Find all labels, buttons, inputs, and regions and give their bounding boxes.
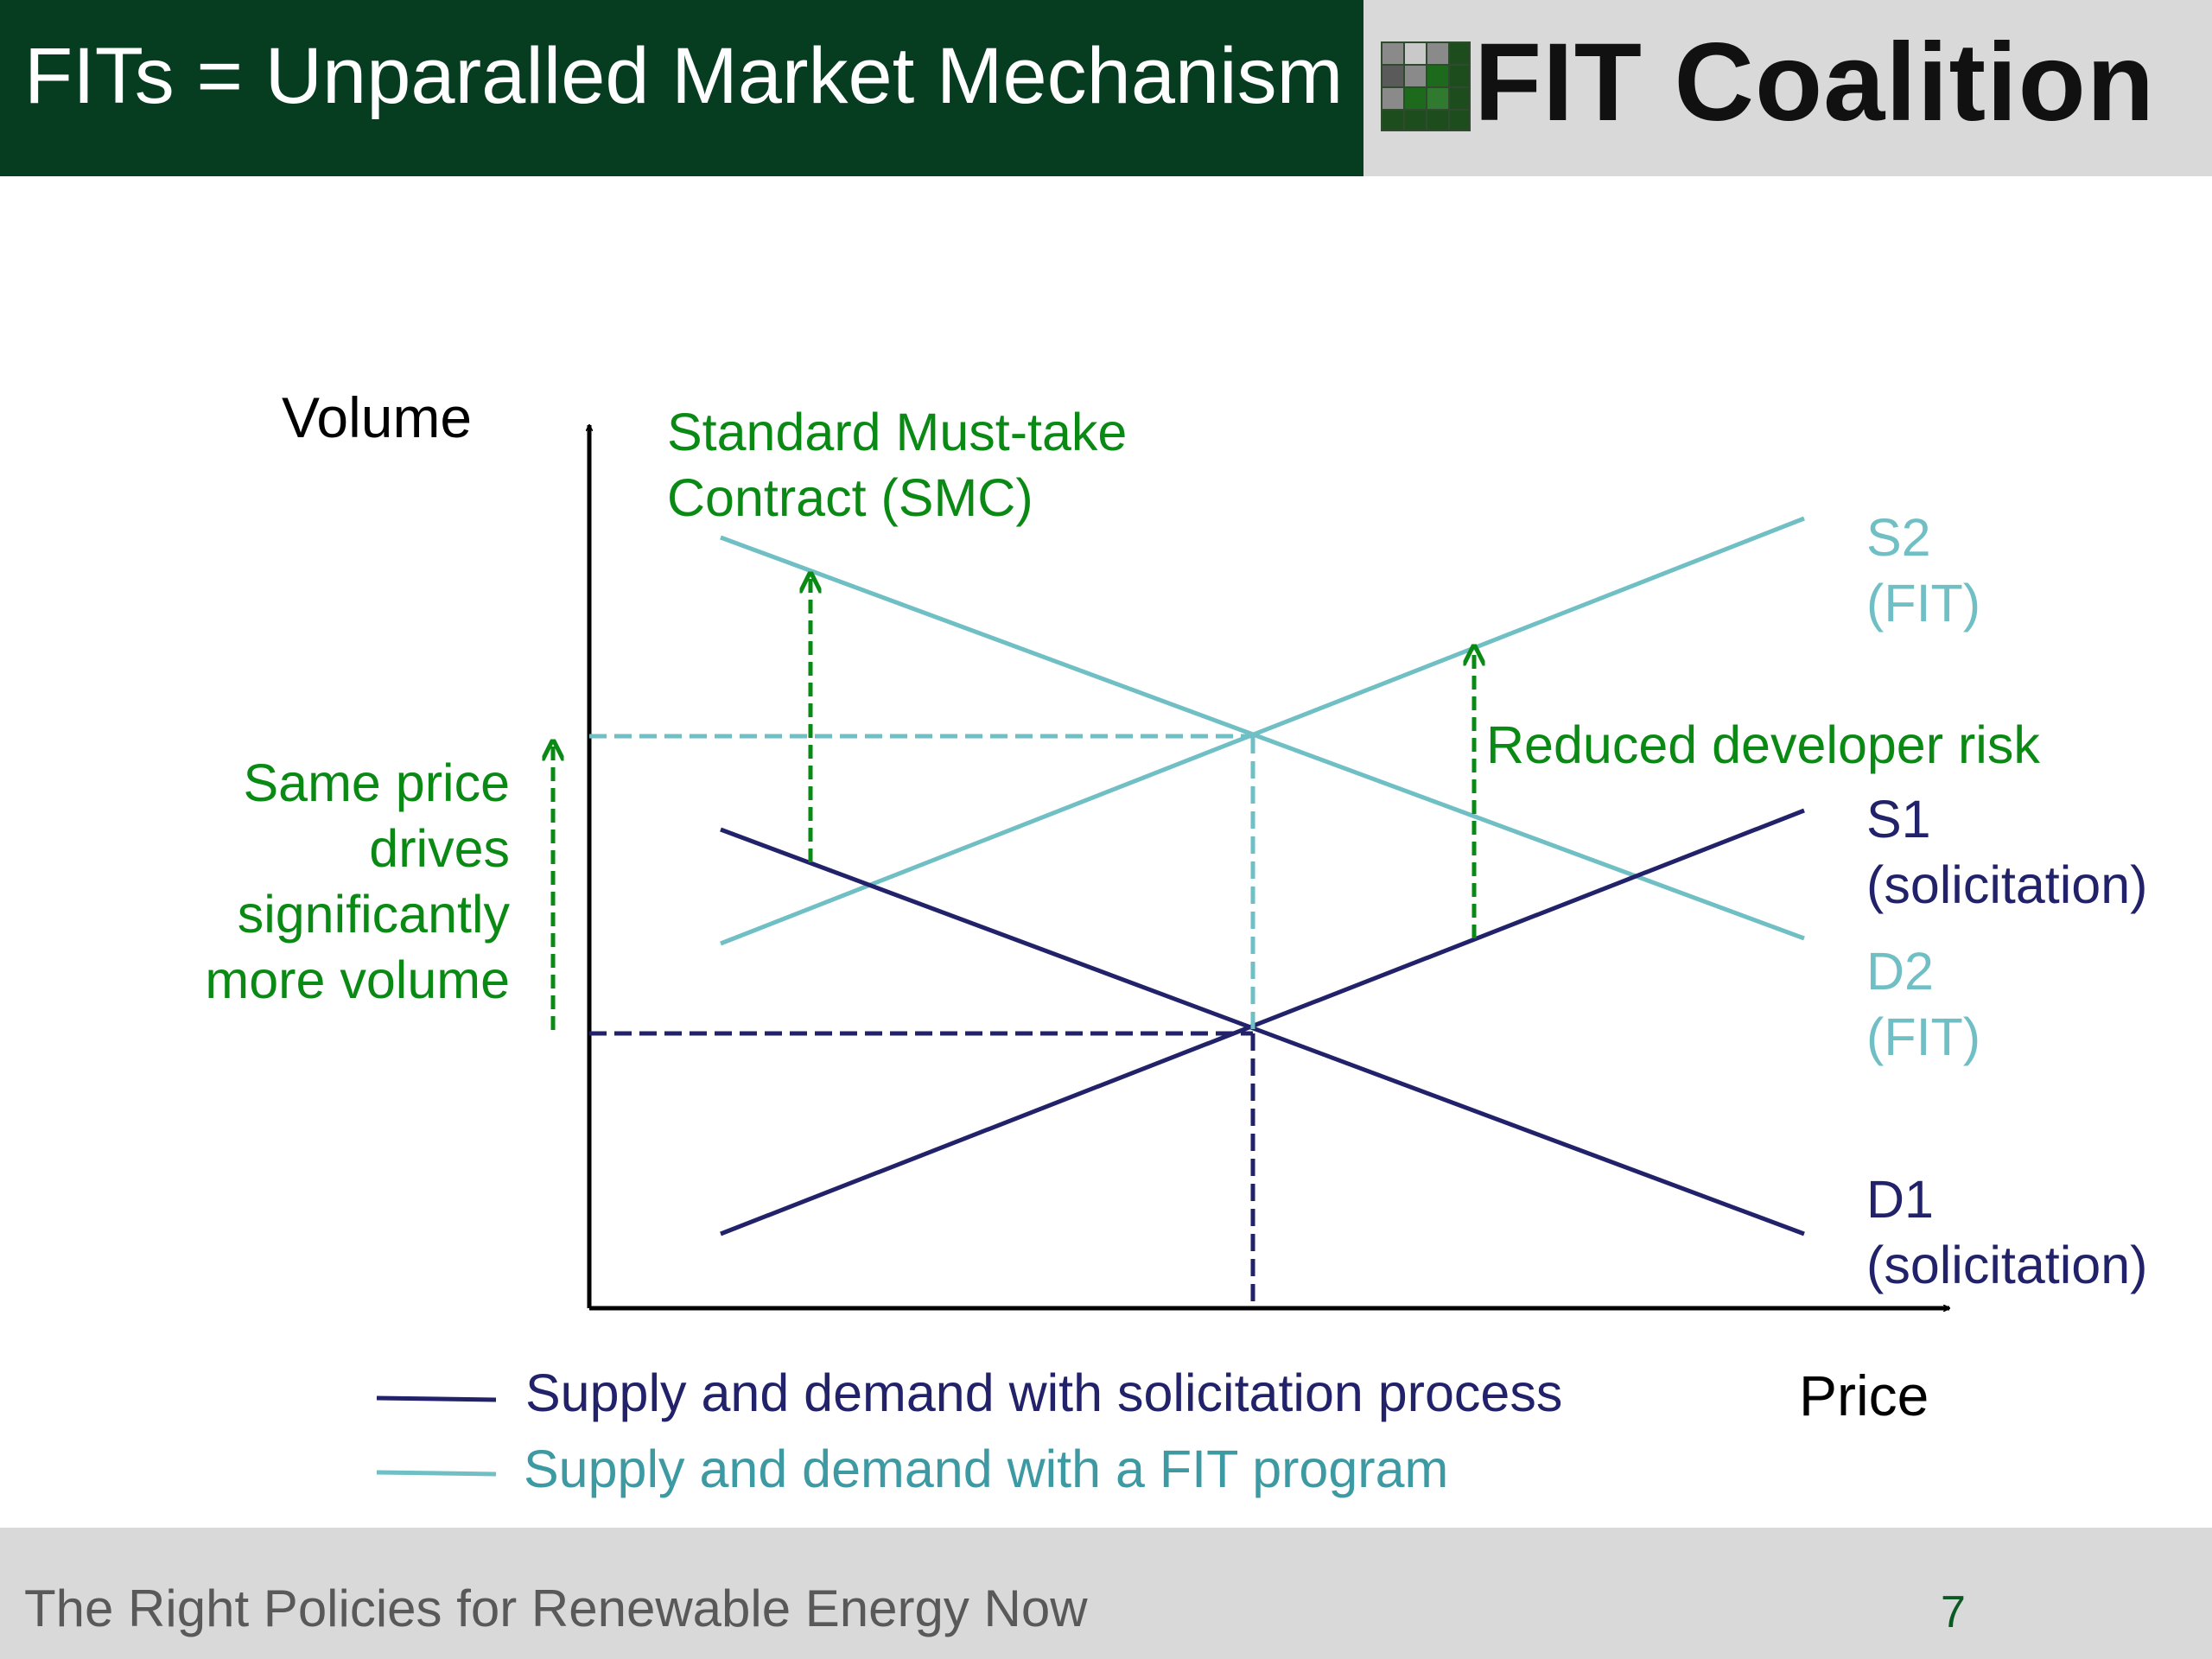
s1-label-type: (solicitation) bbox=[1866, 855, 2148, 914]
d1-label-type: (solicitation) bbox=[1866, 1236, 2148, 1294]
fit-coalition-logo-icon bbox=[1381, 41, 1471, 131]
logo-text: FIT Coalition bbox=[1474, 21, 2155, 144]
volume-annotation-line3: significantly bbox=[237, 885, 510, 944]
page-number: 7 bbox=[1941, 1587, 1966, 1637]
volume-annotation-line4: more volume bbox=[205, 950, 510, 1009]
s2-label-type: (FIT) bbox=[1866, 574, 1981, 632]
d1-label-name: D1 bbox=[1866, 1170, 1934, 1229]
smc-annotation-line2: Contract (SMC) bbox=[667, 468, 1033, 527]
legend-fit-label: Supply and demand with a FIT program bbox=[524, 1440, 1449, 1498]
d2-fit-demand-line bbox=[720, 535, 1805, 941]
volume-annotation-line1: Same price bbox=[243, 753, 510, 812]
s1-solicitation-supply-line bbox=[720, 808, 1805, 1236]
legend-solicitation-label: Supply and demand with solicitation proc… bbox=[525, 1363, 1563, 1422]
slide-title: FITs = Unparalled Market Mechanism bbox=[24, 32, 1344, 120]
risk-annotation: Reduced developer risk bbox=[1486, 715, 2040, 774]
header-logo-bar bbox=[1363, 0, 2212, 176]
header-title-bar bbox=[0, 0, 1363, 176]
footer-bar bbox=[0, 1528, 2212, 1659]
legend-fit-swatch bbox=[376, 1470, 497, 1477]
legend-solicitation-swatch bbox=[376, 1395, 497, 1402]
s2-label-name: S2 bbox=[1866, 508, 1931, 567]
footer-tagline: The Right Policies for Renewable Energy … bbox=[24, 1580, 1088, 1637]
d2-label-type: (FIT) bbox=[1866, 1007, 1981, 1066]
volume-annotation-line2: drives bbox=[369, 819, 510, 878]
d2-label-name: D2 bbox=[1866, 942, 1934, 1001]
d1-solicitation-demand-line bbox=[720, 827, 1805, 1236]
s1-label-name: S1 bbox=[1866, 790, 1931, 849]
x-axis-label: Price bbox=[1799, 1363, 1929, 1427]
smc-annotation-line1: Standard Must-take bbox=[667, 403, 1128, 461]
y-axis-label: Volume bbox=[282, 385, 473, 449]
s2-fit-supply-line bbox=[720, 516, 1805, 946]
